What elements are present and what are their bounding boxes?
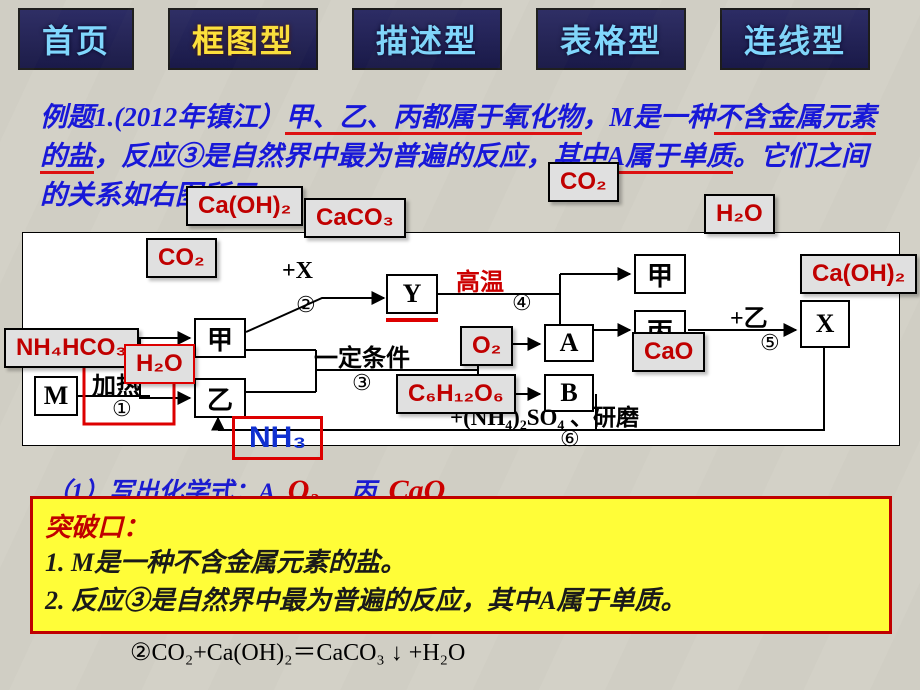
- callout-CaOH2a: Ca(OH)₂: [186, 186, 303, 226]
- problem-seg1: 甲、乙、丙都属于氧化物: [285, 102, 582, 135]
- problem-seg5: A属于单质: [607, 141, 733, 174]
- edge-c5: ⑤: [760, 330, 780, 356]
- tab-connect[interactable]: 连线型: [720, 8, 870, 70]
- callout-O2: O₂: [460, 326, 513, 366]
- underline-Y: [386, 318, 438, 322]
- equations: ②CO₂+Ca(OH)₂＝CaCO₃ ↓ +H₂O: [130, 632, 465, 667]
- callout-NH4HCO3: NH₄HCO₃: [4, 328, 139, 368]
- tab-diagram[interactable]: 框图型: [168, 8, 318, 70]
- edge-c6: ⑥: [560, 426, 580, 452]
- tab-descr[interactable]: 描述型: [352, 8, 502, 70]
- problem-text: 例题1.(2012年镇江）甲、乙、丙都属于氧化物，M是一种不含金属元素的盐，反应…: [0, 76, 920, 221]
- nav-tabs: 首页 框图型 描述型 表格型 连线型: [0, 0, 920, 76]
- keybox-line1: 1. M是一种不含金属元素的盐。: [45, 544, 877, 582]
- equation-2: ②CO₂+Ca(OH)₂＝CaCO₃ ↓ +H₂O: [130, 632, 465, 667]
- edge-hightemp: 高温: [456, 262, 504, 297]
- edge-c3: ③: [352, 370, 372, 396]
- callout-H2Ob: H₂O: [704, 194, 775, 234]
- edge-plusYi: +乙: [730, 298, 768, 333]
- callout-C6H12O6: C₆H₁₂O₆: [396, 374, 516, 414]
- edge-c4: ④: [512, 290, 532, 316]
- edge-c1: ①: [112, 396, 132, 422]
- callout-CaO: CaO: [632, 332, 705, 372]
- callout-CaCO3: CaCO₃: [304, 198, 406, 238]
- callout-H2O-red: H₂O: [124, 344, 195, 384]
- keybox-line2: 2. 反应③是自然界中最为普遍的反应，其中A属于单质。: [45, 582, 877, 620]
- problem-prefix: 例题1.(2012年镇江）: [40, 102, 285, 132]
- node-jia1: 甲: [194, 318, 246, 358]
- edge-cond: 一定条件: [314, 338, 410, 373]
- problem-seg2: ，M是一种: [582, 102, 714, 132]
- callout-CO2a: CO₂: [146, 238, 217, 278]
- tab-table[interactable]: 表格型: [536, 8, 686, 70]
- keybox: 突破口： 1. M是一种不含金属元素的盐。 2. 反应③是自然界中最为普遍的反应…: [30, 496, 892, 634]
- node-yi: 乙: [194, 378, 246, 418]
- edge-c2: ②: [296, 292, 316, 318]
- node-X: X: [800, 300, 850, 348]
- keybox-title: 突破口：: [45, 507, 877, 544]
- callout-CaOH2b: Ca(OH)₂: [800, 254, 917, 294]
- callout-NH3: NH₃: [232, 416, 323, 460]
- node-Y: Y: [386, 274, 438, 314]
- tab-home[interactable]: 首页: [18, 8, 134, 70]
- edge-plusX: +X: [282, 258, 313, 285]
- callout-CO2b: CO₂: [548, 162, 619, 202]
- node-jia2: 甲: [634, 254, 686, 294]
- node-M: M: [34, 376, 78, 416]
- problem-seg4: ，反应③是自然界中最为普遍的反应，其中: [94, 141, 607, 171]
- node-A: A: [544, 324, 594, 362]
